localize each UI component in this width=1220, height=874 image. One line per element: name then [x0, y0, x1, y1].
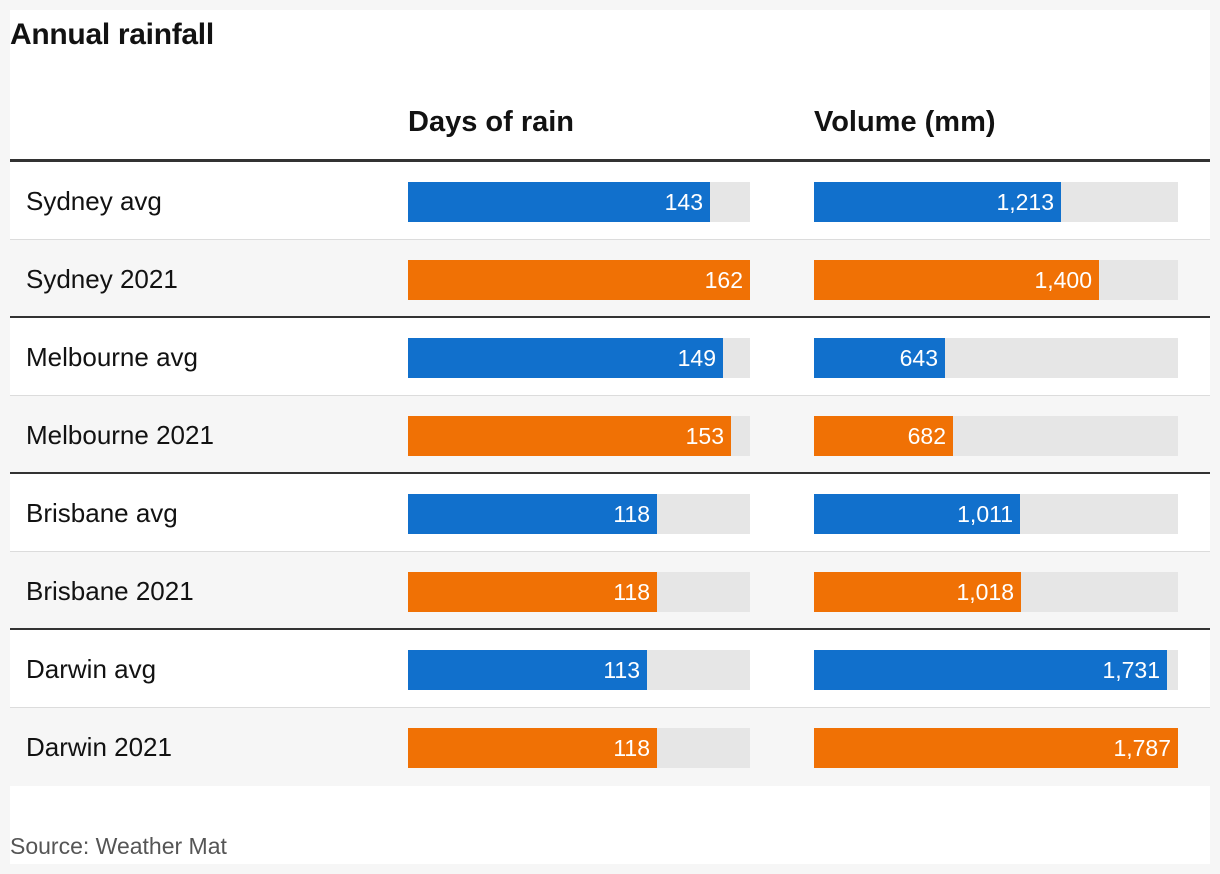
chart-row: Brisbane 2021 118 1,018 [10, 552, 1210, 630]
days-bar: 153 [408, 416, 731, 456]
days-value-label: 118 [613, 735, 650, 761]
row-label: Sydney avg [26, 186, 162, 216]
chart-card: Annual rainfall Days of rain Volume (mm)… [10, 10, 1210, 864]
row-label: Darwin avg [26, 654, 157, 684]
volume-value-label: 1,018 [956, 579, 1014, 605]
volume-bar-track: 1,018 [814, 572, 1178, 612]
row-label: Brisbane 2021 [26, 576, 194, 606]
volume-bar: 1,787 [814, 728, 1178, 768]
source-note: Source: Weather Mat [10, 833, 227, 859]
chart-row: Darwin avg 113 1,731 [10, 630, 1210, 708]
volume-bar: 682 [814, 416, 953, 456]
volume-bar: 1,213 [814, 182, 1061, 222]
days-bar: 118 [408, 494, 657, 534]
chart-row: Brisbane avg 118 1,011 [10, 474, 1210, 552]
volume-bar: 1,731 [814, 650, 1167, 690]
chart-row: Sydney avg 143 1,213 [10, 162, 1210, 240]
days-value-label: 143 [664, 189, 703, 215]
days-bar-track: 118 [408, 572, 750, 612]
volume-value-label: 1,400 [1034, 267, 1092, 293]
volume-value-label: 682 [907, 423, 946, 449]
chart-row: Sydney 2021 162 1,400 [10, 240, 1210, 318]
days-bar-track: 153 [408, 416, 750, 456]
column-header-volume: Volume (mm) [814, 106, 996, 138]
days-bar-track: 149 [408, 338, 750, 378]
days-bar: 118 [408, 572, 657, 612]
days-bar-track: 113 [408, 650, 750, 690]
volume-value-label: 643 [899, 345, 938, 371]
row-label: Melbourne 2021 [26, 420, 214, 450]
volume-bar-track: 643 [814, 338, 1178, 378]
volume-value-label: 1,213 [996, 189, 1054, 215]
days-value-label: 162 [704, 267, 743, 293]
volume-value-label: 1,787 [1113, 735, 1171, 761]
days-value-label: 113 [603, 657, 640, 683]
days-value-label: 149 [677, 345, 716, 371]
chart-row: Darwin 2021 118 1,787 [10, 708, 1210, 786]
volume-bar: 1,018 [814, 572, 1021, 612]
header-rule [10, 159, 1210, 162]
volume-bar: 1,011 [814, 494, 1020, 534]
column-header-days: Days of rain [408, 106, 574, 138]
days-bar: 143 [408, 182, 710, 222]
volume-bar-track: 1,400 [814, 260, 1178, 300]
days-bar-track: 118 [408, 494, 750, 534]
days-value-label: 118 [613, 501, 650, 527]
days-bar-track: 162 [408, 260, 750, 300]
row-label: Brisbane avg [26, 498, 178, 528]
volume-bar-track: 1,213 [814, 182, 1178, 222]
days-value-label: 118 [613, 579, 650, 605]
volume-bar-track: 1,787 [814, 728, 1178, 768]
chart-title: Annual rainfall [10, 18, 214, 51]
days-bar-track: 118 [408, 728, 750, 768]
volume-bar-track: 1,731 [814, 650, 1178, 690]
days-bar-track: 143 [408, 182, 750, 222]
volume-bar: 1,400 [814, 260, 1099, 300]
days-bar: 118 [408, 728, 657, 768]
days-value-label: 153 [685, 423, 724, 449]
volume-bar-track: 1,011 [814, 494, 1178, 534]
row-label: Melbourne avg [26, 342, 198, 372]
chart-row: Melbourne avg 149 643 [10, 318, 1210, 396]
days-bar: 149 [408, 338, 723, 378]
row-label: Sydney 2021 [26, 264, 178, 294]
volume-bar: 643 [814, 338, 945, 378]
days-bar: 162 [408, 260, 750, 300]
chart-row: Melbourne 2021 153 682 [10, 396, 1210, 474]
days-bar: 113 [408, 650, 647, 690]
chart-rows: Sydney avg 143 1,213 Sydney 2021 162 1,400 Mel… [10, 162, 1210, 786]
row-label: Darwin 2021 [26, 732, 172, 762]
volume-value-label: 1,731 [1102, 657, 1160, 683]
volume-value-label: 1,011 [957, 501, 1013, 527]
volume-bar-track: 682 [814, 416, 1178, 456]
